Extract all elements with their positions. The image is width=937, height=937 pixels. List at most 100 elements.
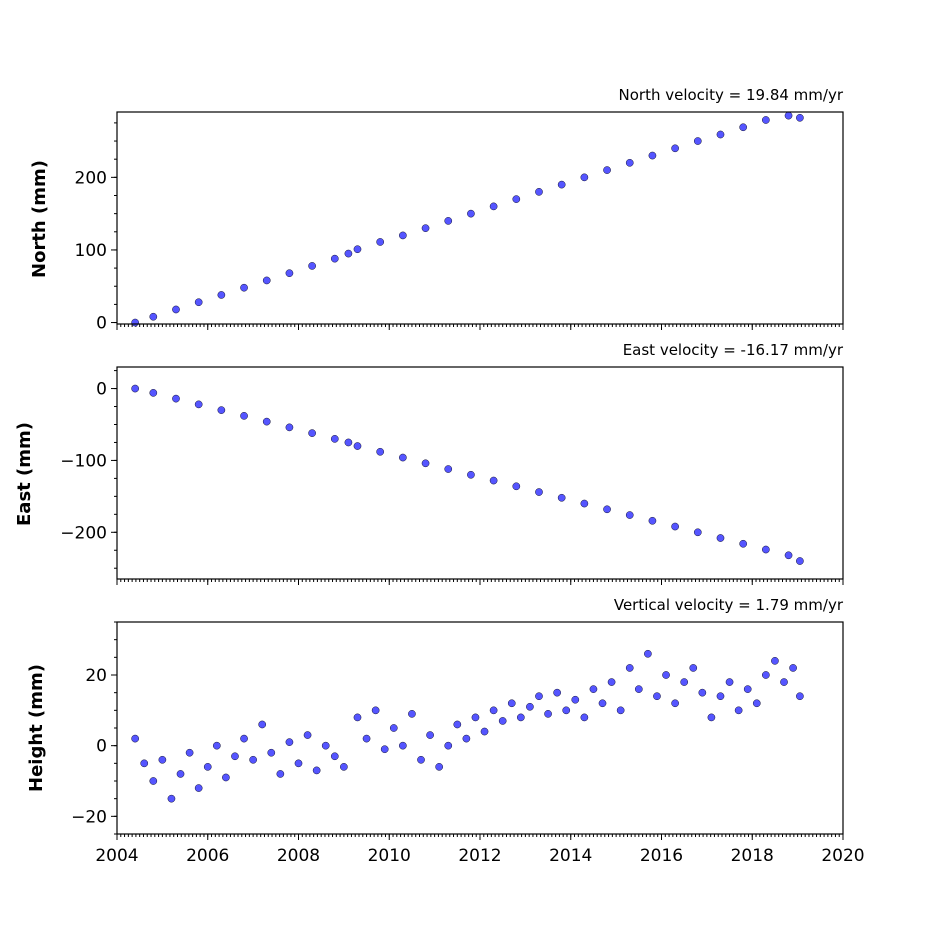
data-point	[444, 217, 453, 225]
north-points	[131, 111, 804, 327]
data-point	[616, 706, 625, 715]
y-tick-label: 200	[75, 168, 107, 188]
data-point	[662, 671, 670, 679]
data-point	[507, 699, 516, 708]
east-velocity-title: East velocity = -16.17 mm/yr	[623, 341, 844, 359]
data-point	[580, 173, 589, 182]
data-point	[467, 470, 475, 479]
y-tick-label: −100	[60, 451, 107, 471]
data-point	[308, 429, 316, 437]
data-point	[526, 702, 534, 711]
y-tick-label: 20	[85, 666, 107, 686]
data-point	[739, 539, 748, 548]
data-point	[380, 745, 389, 754]
data-point	[149, 312, 158, 321]
data-point	[771, 657, 779, 665]
data-point	[240, 283, 248, 292]
data-point	[603, 166, 611, 174]
data-point	[194, 400, 203, 409]
data-point	[340, 763, 348, 771]
data-point	[435, 763, 444, 771]
data-point	[240, 734, 248, 743]
data-point	[780, 678, 788, 686]
data-point	[421, 459, 430, 468]
data-point	[671, 144, 679, 153]
data-point	[625, 158, 634, 167]
data-point	[689, 664, 698, 672]
data-point	[796, 557, 804, 565]
y-tick-label: 0	[96, 380, 107, 400]
x-tick-label: 2014	[549, 846, 592, 866]
data-point	[462, 734, 471, 743]
data-point	[467, 209, 475, 218]
data-point	[330, 752, 339, 761]
x-tick-label: 2010	[368, 846, 411, 866]
y-tick-label: −200	[60, 523, 107, 543]
data-point	[231, 752, 239, 761]
north-velocity-title: North velocity = 19.84 mm/yr	[619, 86, 844, 104]
data-point	[262, 276, 271, 285]
data-point	[276, 770, 285, 778]
data-point	[762, 116, 770, 124]
data-point	[172, 394, 180, 403]
data-point	[471, 713, 480, 722]
data-point	[480, 727, 489, 736]
data-point	[185, 748, 194, 757]
east-ticks	[111, 370, 844, 585]
data-point	[589, 685, 598, 693]
data-point	[607, 678, 616, 686]
data-point	[648, 516, 657, 525]
data-point	[535, 488, 543, 496]
data-point	[222, 773, 230, 782]
data-point	[371, 706, 380, 715]
data-point	[498, 717, 507, 725]
data-point	[680, 678, 689, 686]
data-point	[693, 528, 702, 537]
data-point	[512, 482, 521, 491]
data-point	[131, 384, 139, 393]
data-point	[321, 741, 330, 750]
data-point	[512, 195, 521, 203]
data-point	[376, 447, 385, 456]
north-ylabel: North (mm)	[29, 160, 50, 278]
data-point	[625, 511, 634, 519]
data-point	[203, 763, 212, 771]
x-tick-label: 2020	[821, 846, 864, 866]
data-point	[258, 720, 267, 729]
data-point	[725, 678, 734, 686]
data-point	[149, 389, 158, 397]
data-point	[553, 688, 561, 697]
data-point	[671, 699, 679, 708]
north-ytick-labels: 0 100 200	[75, 168, 107, 333]
data-point	[344, 438, 353, 447]
height-xtick-labels: 2004 2006 2008 2010 2012 2014 2016 2018 2020	[95, 846, 864, 866]
height-ytick-labels: 20 0 −20	[71, 666, 107, 827]
data-point	[598, 699, 607, 708]
data-point	[739, 123, 748, 132]
data-point	[308, 262, 316, 270]
height-points	[131, 649, 804, 803]
data-point	[716, 130, 725, 139]
data-point	[762, 545, 770, 554]
data-point	[421, 224, 430, 233]
data-point	[644, 649, 652, 658]
east-panel: East velocity = -16.17 mm/yr East (mm) 0…	[14, 341, 844, 585]
data-point	[603, 505, 611, 514]
data-point	[376, 238, 385, 246]
data-point	[330, 254, 339, 263]
north-panel: North velocity = 19.84 mm/yr North (mm) …	[29, 86, 844, 334]
x-tick-label: 2006	[186, 846, 229, 866]
data-point	[353, 245, 362, 254]
data-point	[344, 249, 353, 258]
data-point	[217, 291, 226, 299]
x-tick-label: 2008	[277, 846, 320, 866]
height-ticks	[111, 621, 844, 840]
data-point	[784, 111, 793, 120]
data-point	[698, 688, 707, 697]
data-point	[734, 706, 743, 715]
data-point	[580, 713, 589, 722]
data-point	[330, 435, 339, 443]
east-ytick-labels: 0 −100 −200	[60, 380, 107, 544]
data-point	[312, 766, 321, 775]
height-ylabel: Height (mm)	[26, 664, 47, 792]
